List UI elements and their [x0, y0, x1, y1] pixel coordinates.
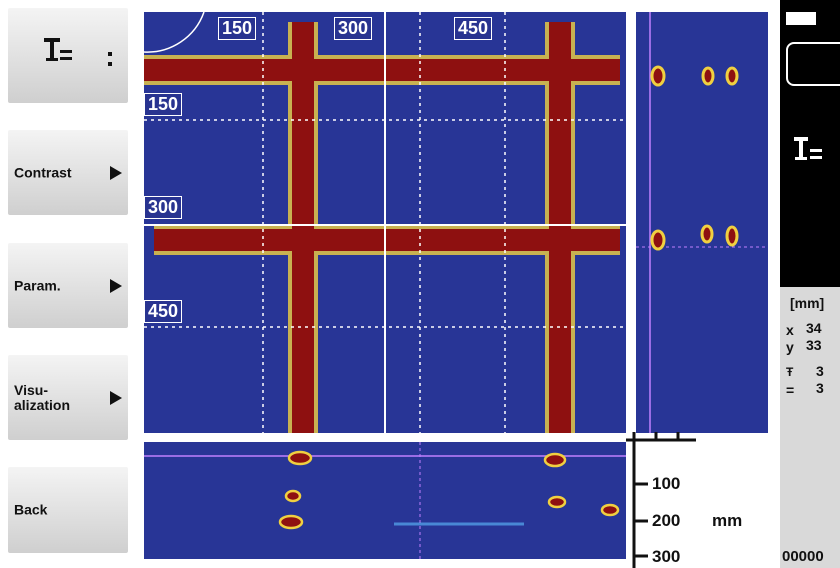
top-view — [144, 12, 626, 433]
menu-button[interactable]: Back — [8, 467, 128, 553]
menu-button[interactable]: Param. — [8, 243, 128, 328]
cover-value: 3 — [816, 363, 824, 379]
status-box — [786, 42, 840, 86]
battery-icon — [786, 12, 816, 25]
unit: [mm] — [790, 295, 824, 311]
depth-view — [144, 442, 626, 559]
y-label: 300 — [144, 196, 182, 219]
x-label: 450 — [454, 17, 492, 40]
depth-button[interactable] — [8, 8, 128, 103]
button-label: Param. — [14, 278, 61, 293]
button-label: Contrast — [14, 165, 72, 180]
counter: 00000 — [782, 548, 824, 565]
y-label: 150 — [144, 93, 182, 116]
arrow — [110, 391, 122, 405]
x-label: 150 — [218, 17, 256, 40]
coord-key: y — [786, 339, 794, 355]
button-label: Visu- alization — [14, 383, 70, 413]
page: {"menu": {"buttons": ["Contrast", "Param… — [0, 0, 840, 568]
scale-label: 100 — [652, 474, 680, 494]
scale-unit: mm — [712, 511, 742, 531]
coord-key: x — [786, 322, 794, 338]
cover-icon: Ŧ — [786, 365, 793, 379]
cover-value: 3 — [816, 380, 824, 396]
scale-label: 200 — [652, 511, 680, 531]
side-view — [636, 12, 768, 433]
menu-button[interactable]: Contrast — [8, 130, 128, 215]
arrow — [110, 166, 122, 180]
x-label: 300 — [334, 17, 372, 40]
coord-value: 34 — [806, 320, 822, 336]
spacing-icon: = — [786, 382, 794, 398]
screen: Contrast Param. Visu- alization Back 150… — [0, 0, 840, 568]
y-label: 450 — [144, 300, 182, 323]
status-panel — [780, 0, 840, 287]
arrow — [110, 279, 122, 293]
depth-icon — [8, 8, 128, 103]
button-label: Back — [14, 503, 47, 518]
coord-value: 33 — [806, 337, 822, 353]
scale-label: 300 — [652, 547, 680, 567]
menu-button[interactable]: Visu- alization — [8, 355, 128, 440]
depth-icon — [794, 135, 840, 167]
